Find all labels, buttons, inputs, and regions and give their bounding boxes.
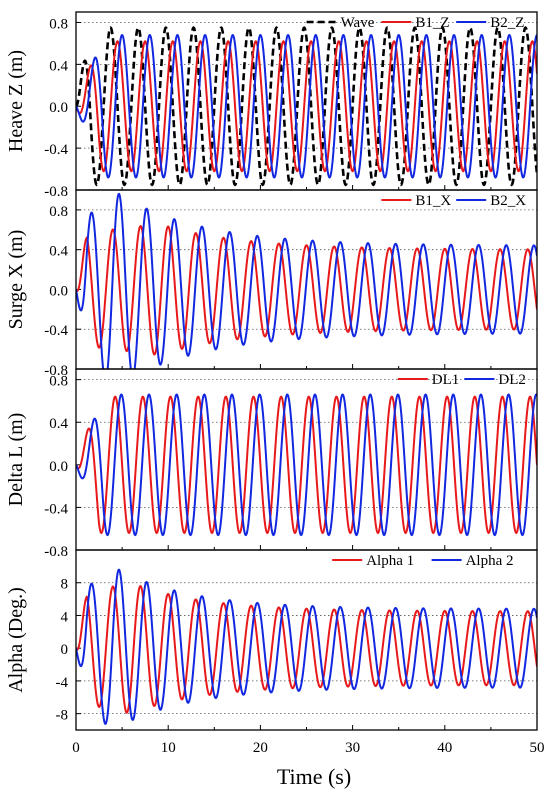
legend-label: Alpha 1	[366, 553, 414, 569]
y-tick-label: 0.4	[49, 244, 68, 260]
y-tick-label: 0.4	[49, 58, 68, 74]
series-line-dl1	[76, 395, 537, 535]
legend-label: DL1	[432, 372, 460, 388]
y-axis-label: Delta L (m)	[5, 413, 27, 507]
y-tick-label: 0.4	[49, 416, 68, 432]
y-tick-label: 0.8	[49, 16, 68, 32]
x-tick-label: 20	[253, 740, 268, 756]
y-tick-label: 0.0	[49, 459, 68, 475]
series-line-wave	[76, 26, 537, 187]
y-tick-label: -0.8	[44, 184, 68, 200]
y-axis-label: Surge X (m)	[5, 230, 27, 330]
y-tick-label: -0.8	[44, 544, 68, 560]
legend-label: B1_X	[415, 193, 451, 209]
y-tick-label: 0.0	[49, 100, 68, 116]
x-tick-label: 10	[161, 740, 176, 756]
series-line-b1-x	[76, 224, 537, 356]
legend-label: B2_Z	[490, 15, 524, 31]
y-tick-label: 4	[61, 609, 69, 625]
y-tick-label: 8	[61, 577, 69, 593]
y-tick-label: 0.8	[49, 374, 68, 390]
y-tick-label: 0.8	[49, 204, 68, 220]
series-line-alpha-2	[76, 568, 537, 725]
y-axis-label: Heave Z (m)	[5, 50, 27, 152]
chart-panel-1: 0.8 0.4 0.0 -0.4 -0.8 Wave B1_Z B2_Z Heave Z (m)	[5, 11, 538, 200]
plot-frame	[75, 549, 538, 731]
x-tick-label: 40	[437, 740, 452, 756]
y-tick-label: 0	[61, 642, 69, 658]
x-tick-label: 0	[72, 740, 80, 756]
series-line-b2-z	[76, 33, 537, 179]
x-tick-label: 50	[530, 740, 545, 756]
legend: Wave B1_Z B2_Z	[306, 15, 524, 31]
chart-panel-4: 8 4 0 -4 -8 Alpha 1 Alpha 2 Alpha (Deg.)	[5, 549, 538, 731]
x-axis-tick-labels: 0 10 20 30 40 50	[72, 740, 544, 756]
chart-panel-2: 0.8 0.4 0.0 -0.4 -0.8 B1_X B2_X Surge X (m)	[5, 189, 538, 379]
legend-label: B1_Z	[415, 15, 449, 31]
series-line-b2-x	[76, 192, 537, 369]
y-tick-label: -0.8	[44, 363, 68, 379]
x-tick-label: 30	[345, 740, 360, 756]
legend: B1_X B2_X	[381, 193, 526, 209]
y-tick-label: -4	[56, 675, 69, 691]
y-tick-label: -0.4	[44, 323, 68, 339]
legend-label: Alpha 2	[466, 553, 514, 569]
legend-label: B2_X	[490, 193, 526, 209]
y-tick-label: -0.4	[44, 501, 68, 517]
y-axis-label: Alpha (Deg.)	[5, 587, 27, 693]
legend: Alpha 1 Alpha 2	[332, 553, 514, 569]
series-line-alpha-1	[76, 584, 537, 714]
y-tick-label: 0.0	[49, 283, 68, 299]
y-tick-label: -8	[56, 708, 69, 724]
y-tick-label: -0.4	[44, 142, 68, 158]
legend-label: DL2	[498, 372, 526, 388]
legend-label: Wave	[341, 15, 375, 31]
chart-panel-3: 0.8 0.4 0.0 -0.4 -0.8 DL1 DL2 Delta L (m)	[5, 368, 538, 560]
series-line-dl2	[76, 393, 537, 537]
panels: 0.8 0.4 0.0 -0.4 -0.8 Wave B1_Z B2_Z Heave Z (m)…	[5, 11, 538, 731]
x-axis-label: Time (s)	[277, 764, 351, 789]
series-line-b1-z	[76, 40, 537, 173]
legend: DL1 DL2	[397, 372, 526, 388]
